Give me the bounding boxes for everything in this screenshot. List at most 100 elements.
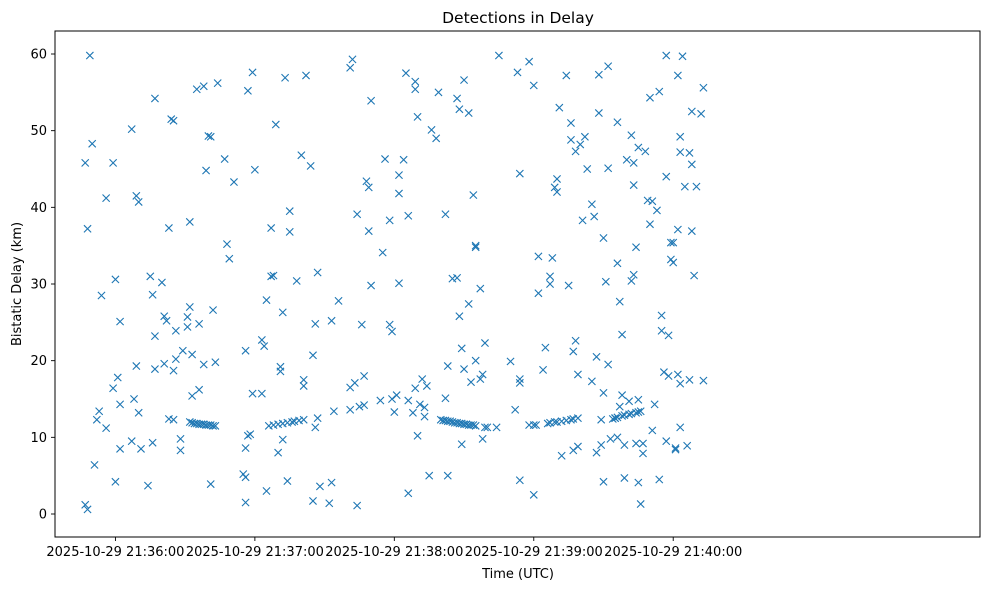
data-point (664, 372, 673, 380)
data-point (478, 434, 487, 443)
data-point (278, 308, 287, 317)
data-point (613, 433, 622, 442)
data-point (690, 271, 699, 280)
data-point (353, 210, 362, 219)
data-point (250, 165, 259, 174)
data-point (480, 339, 489, 348)
data-point (597, 441, 606, 449)
data-point (587, 200, 596, 209)
data-point (302, 71, 310, 80)
data-point (599, 477, 608, 486)
data-point (209, 306, 218, 315)
data-point (102, 194, 111, 203)
data-point (157, 278, 166, 287)
data-point (629, 270, 638, 279)
data-point (571, 336, 580, 345)
data-point (613, 259, 622, 268)
data-point (299, 381, 308, 390)
data-point (639, 439, 647, 448)
data-point (480, 423, 489, 432)
data-point (178, 346, 187, 355)
data-point (188, 350, 197, 359)
data-point (334, 296, 343, 305)
data-point (392, 391, 401, 400)
data-point (650, 400, 659, 409)
data-point (267, 224, 276, 233)
data-point (283, 477, 292, 486)
data-point (629, 181, 638, 190)
data-point (111, 477, 120, 486)
data-point (457, 440, 466, 449)
data-point (132, 191, 141, 200)
data-point (394, 279, 403, 288)
data-point (404, 396, 413, 405)
data-point (645, 93, 654, 102)
data-point (148, 290, 157, 299)
data-point (199, 82, 208, 91)
data-point (604, 164, 613, 173)
data-point (460, 76, 469, 85)
data-point (652, 206, 661, 215)
data-point (515, 476, 524, 485)
data-point (213, 79, 222, 88)
data-point (241, 346, 250, 355)
data-point (634, 143, 643, 152)
data-point (555, 103, 564, 112)
data-point (206, 480, 215, 489)
data-point (443, 362, 452, 371)
data-point (569, 446, 578, 455)
data-point (534, 289, 543, 298)
data-point (357, 320, 366, 329)
data-point (534, 252, 543, 261)
data-point (513, 68, 522, 77)
data-point (687, 107, 696, 116)
data-point (137, 444, 145, 453)
data-point (627, 131, 636, 140)
data-point (176, 434, 185, 443)
data-point (659, 368, 668, 377)
data-point (97, 291, 106, 300)
data-point (169, 116, 178, 125)
data-point (313, 268, 322, 277)
data-point (364, 183, 373, 192)
data-point (483, 423, 492, 432)
data-point (132, 362, 141, 371)
data-point (566, 135, 575, 144)
data-point (529, 490, 538, 499)
data-point (469, 421, 478, 430)
data-point (281, 73, 290, 82)
data-point (276, 362, 285, 371)
data-point (225, 254, 234, 263)
data-point (308, 351, 317, 360)
data-point (506, 357, 515, 366)
data-point (564, 281, 573, 290)
data-point (420, 412, 429, 421)
data-point (573, 370, 582, 379)
data-point (662, 172, 671, 181)
data-point (639, 449, 647, 458)
data-point (645, 220, 654, 229)
data-point (476, 375, 485, 384)
data-point (699, 83, 708, 92)
data-point (606, 434, 615, 443)
data-point (648, 197, 657, 206)
data-point (539, 365, 548, 374)
data-point (134, 408, 143, 417)
data-point (676, 379, 685, 388)
data-point (634, 408, 643, 417)
data-point (411, 384, 420, 393)
data-point (427, 125, 436, 134)
data-point (494, 51, 503, 60)
data-point (618, 411, 627, 420)
data-point (195, 319, 204, 328)
data-point (562, 71, 571, 80)
data-point (394, 171, 403, 180)
data-point (164, 224, 173, 233)
x-tick-label: 2025-10-29 21:38:00 (325, 545, 463, 560)
data-point (346, 405, 355, 414)
data-point (288, 418, 297, 426)
data-point (615, 402, 624, 411)
data-point (541, 343, 550, 352)
data-point (243, 431, 252, 440)
